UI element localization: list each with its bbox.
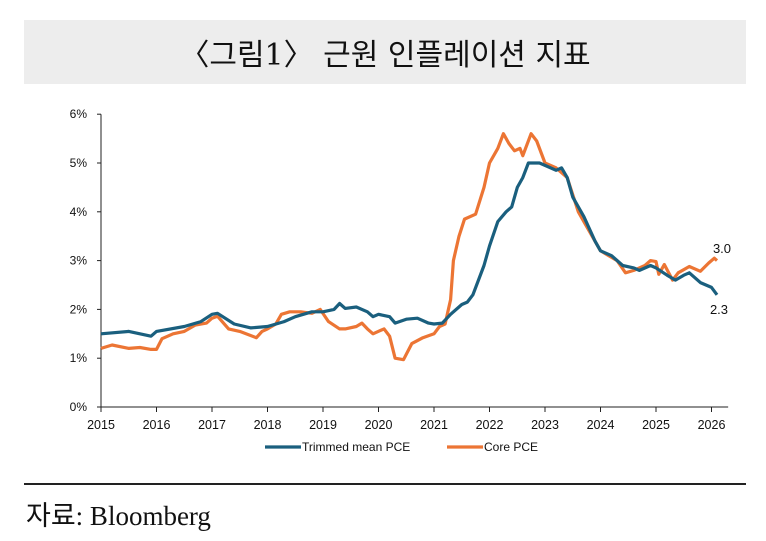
- series-line-trimmed-mean-pce: [100, 161, 719, 338]
- x-tick-label: 2017: [198, 418, 226, 432]
- end-label-core-pce: 3.0: [713, 241, 731, 256]
- x-tick-label: 2022: [476, 418, 504, 432]
- x-tick-label: 2019: [309, 418, 337, 432]
- y-tick-label: 6%: [70, 107, 88, 121]
- x-tick-label: 2025: [642, 418, 670, 432]
- y-tick-label: 4%: [70, 205, 88, 219]
- figure-title: 〈그림1〉 근원 인플레이션 지표: [24, 20, 746, 84]
- end-label-trimmed-mean-pce: 2.3: [710, 302, 728, 317]
- y-tick-label: 1%: [70, 351, 88, 365]
- x-tick-label: 2015: [87, 418, 115, 432]
- y-tick-label: 5%: [70, 156, 88, 170]
- x-tick-label: 2023: [531, 418, 559, 432]
- line-chart: 0% 1% 2% 3% 4% 5% 6% 2015 2016 2017 2018 2019 2020 20…: [70, 107, 731, 454]
- legend-label: Trimmed mean PCE: [302, 440, 410, 454]
- x-tick-label: 2026: [698, 418, 726, 432]
- y-tick-label: 2%: [70, 302, 88, 316]
- y-tick-label: 3%: [70, 254, 88, 268]
- x-tick-label: 2018: [254, 418, 282, 432]
- x-tick-label: 2024: [587, 418, 615, 432]
- x-tick-label: 2020: [365, 418, 393, 432]
- y-tick-label: 0%: [70, 400, 88, 414]
- series-line-core-pce: [100, 132, 719, 362]
- legend-label: Core PCE: [484, 440, 538, 454]
- x-tick-label: 2016: [143, 418, 171, 432]
- divider: [24, 483, 746, 485]
- source-note: 자료: Bloomberg: [26, 501, 211, 531]
- x-tick-label: 2021: [420, 418, 448, 432]
